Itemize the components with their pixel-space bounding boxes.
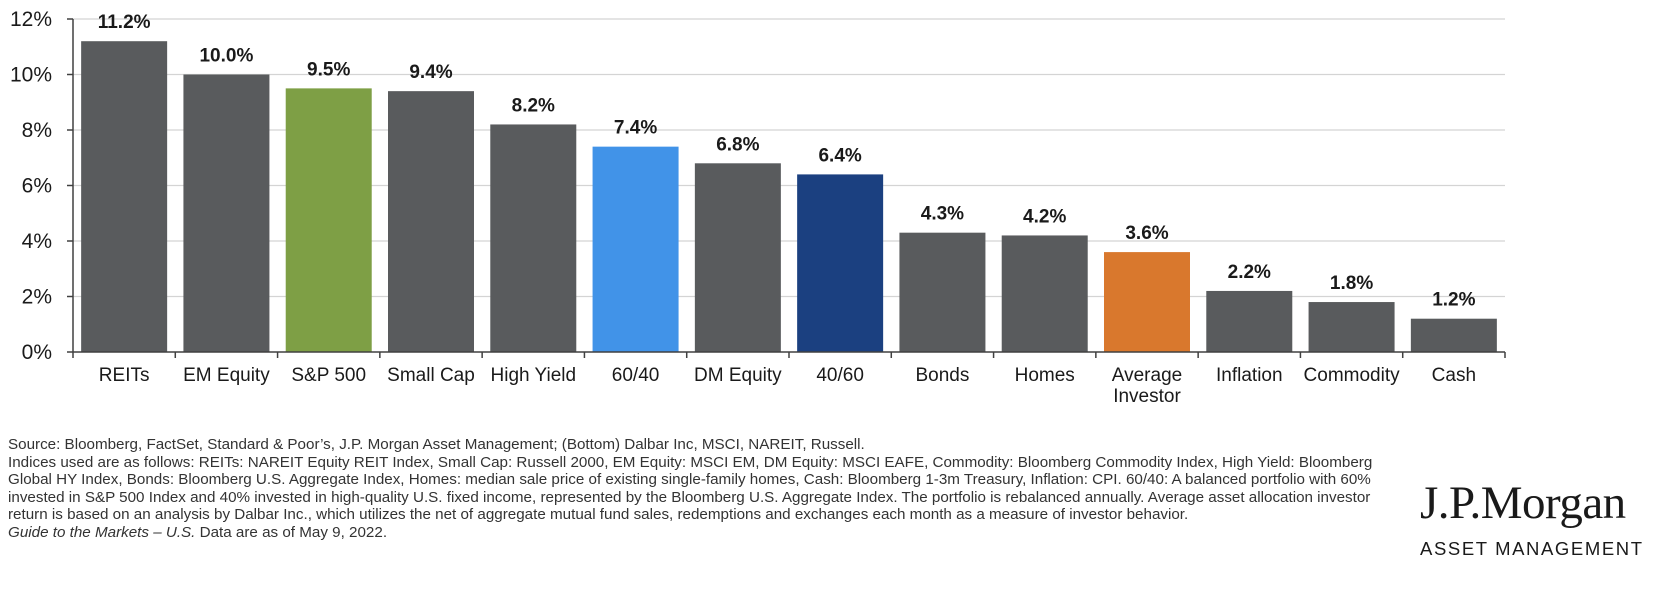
logo-subtitle: ASSET MANAGEMENT: [1420, 538, 1644, 559]
bar: [797, 174, 884, 352]
x-tick-label: Homes: [1015, 365, 1075, 386]
data-label: 9.5%: [307, 59, 350, 80]
bar: [1308, 302, 1395, 352]
y-tick-label: 10%: [10, 64, 52, 87]
jpmorgan-logo: J.P.Morgan ASSET MANAGEMENT: [1420, 478, 1670, 560]
data-label: 11.2%: [98, 12, 151, 33]
data-label: 8.2%: [512, 95, 555, 116]
guide-title: Guide to the Markets – U.S.: [8, 523, 196, 541]
date-note: Data are as of May 9, 2022.: [195, 523, 388, 541]
y-axis: 0% 2% 4% 6% 8% 10% 12%: [10, 8, 74, 364]
bar: [490, 124, 577, 352]
data-label: 7.4%: [614, 118, 657, 139]
data-label: 6.8%: [716, 134, 759, 155]
data-label: 3.6%: [1125, 223, 1168, 244]
bar: [592, 146, 679, 352]
data-label: 4.2%: [1023, 206, 1066, 227]
data-labels: 11.2% 10.0% 9.5% 9.4% 8.2% 7.4% 6.8% 6.4% 4.3% 4.…: [98, 12, 1476, 311]
bar: [1206, 290, 1293, 352]
bar: [1001, 235, 1088, 352]
bar-chart: 0% 2% 4% 6% 8% 10% 12% 11.2% 10.0% 9.5% 9.4% 8.2% 7…: [10, 8, 1506, 407]
bar: [81, 41, 168, 352]
data-label: 10.0%: [199, 46, 253, 67]
y-tick-label: 0%: [22, 341, 52, 364]
source-footnote: Source: Bloomberg, FactSet, Standard & P…: [8, 436, 1398, 542]
data-date-note: Guide to the Markets – U.S. Data are as …: [8, 524, 1398, 542]
x-tick-label: 60/40: [612, 365, 660, 386]
x-tick-label: Commodity: [1304, 365, 1401, 386]
y-tick-label: 8%: [22, 119, 52, 142]
bar: [899, 232, 986, 352]
bar: [1410, 318, 1497, 352]
bar: [694, 163, 781, 352]
y-tick-label: 6%: [22, 175, 52, 198]
y-tick-label: 12%: [10, 8, 52, 31]
x-tick-label: Cash: [1432, 365, 1476, 386]
x-tick-label: High Yield: [491, 365, 577, 386]
x-tick-label: 40/60: [816, 365, 864, 386]
x-tick-label: REITs: [99, 365, 150, 386]
x-tick-label: Inflation: [1216, 365, 1283, 386]
x-axis: REITs EM Equity S&P 500 Small Cap High Yield…: [72, 351, 1506, 407]
data-label: 1.8%: [1330, 273, 1373, 294]
x-tick-label: Small Cap: [387, 365, 475, 386]
bar: [1104, 252, 1190, 352]
data-label: 2.2%: [1228, 262, 1271, 283]
bar: [388, 91, 474, 353]
indices-note: Indices used are as follows: REITs: NARE…: [8, 453, 1373, 524]
source-line: Source: Bloomberg, FactSet, Standard & P…: [8, 436, 865, 453]
data-label: 9.4%: [409, 62, 452, 83]
bar: [183, 74, 270, 352]
bars: [81, 41, 1497, 353]
x-tick-label: DM Equity: [694, 365, 782, 386]
bar: [285, 88, 372, 352]
x-tick-label: Average Investor: [1112, 365, 1182, 407]
x-tick-label: EM Equity: [183, 365, 270, 386]
y-tick-label: 4%: [22, 230, 52, 253]
data-label: 4.3%: [921, 204, 964, 225]
x-tick-label: Bonds: [915, 365, 969, 386]
y-tick-label: 2%: [22, 286, 52, 309]
logo-name: J.P.Morgan: [1420, 477, 1626, 529]
data-label: 1.2%: [1432, 290, 1475, 311]
x-tick-label: S&P 500: [291, 365, 366, 386]
data-label: 6.4%: [818, 145, 861, 166]
